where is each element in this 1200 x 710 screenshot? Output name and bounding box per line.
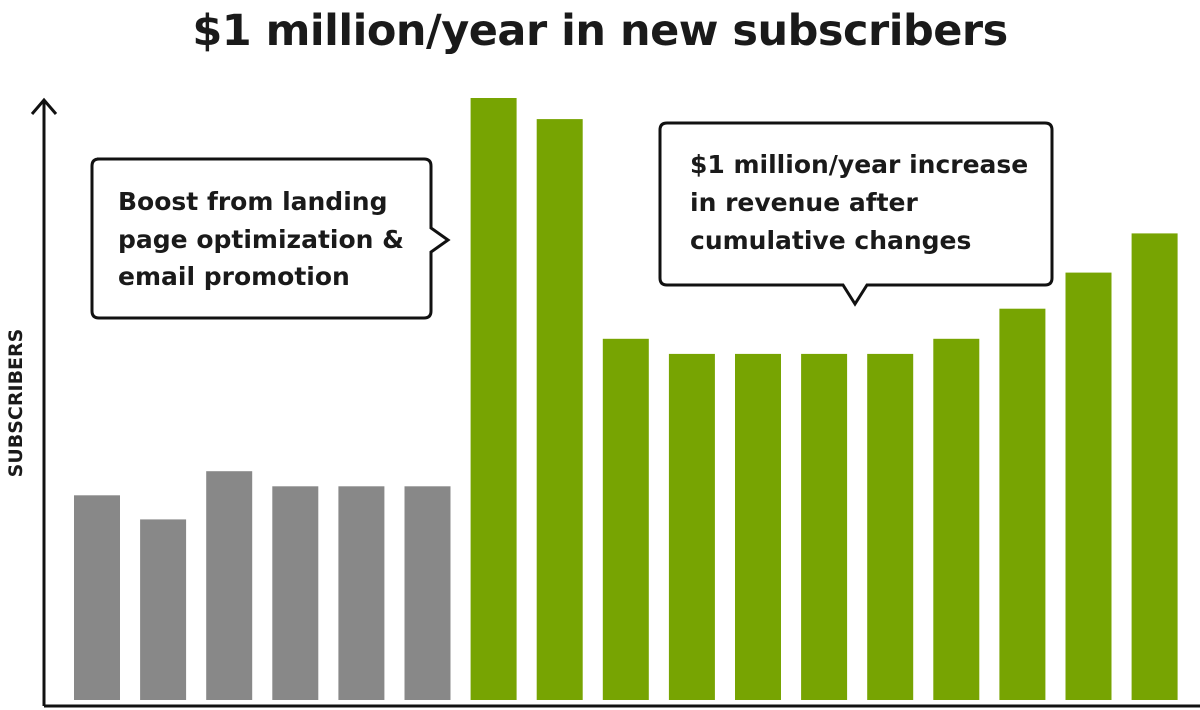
callout-text-line: Boost from landing [118,187,387,216]
callout-text-line: email promotion [118,262,350,291]
callout-box [90,157,451,320]
bar [206,471,253,700]
callout-box [658,121,1054,307]
callout-text-line: in revenue after [690,188,919,217]
bar [867,353,914,700]
bar [74,495,120,700]
bar [470,98,517,700]
bar [735,353,781,700]
bar [801,353,848,700]
callout-text-line: cumulative changes [690,226,971,255]
bar [1065,272,1112,700]
bar [933,338,980,700]
bar [602,338,649,700]
bars-group [74,98,1178,701]
callout-text-line: $1 million/year increase [690,150,1028,179]
bar [272,486,319,700]
chart-title: $1 million/year in new subscribers [192,6,1008,56]
axes [30,97,1200,708]
bar [338,486,385,700]
bar [404,486,451,700]
bar [536,119,583,701]
bar [668,353,715,700]
y-axis-label: SUBSCRIBERS [5,329,27,478]
callout-landing-page: Boost from landing page optimization & e… [90,157,451,320]
bar [1131,233,1178,700]
bar [140,519,187,700]
y-axis-arrow [30,97,58,115]
bar [999,308,1046,700]
callout-revenue-increase: $1 million/year increase in revenue afte… [658,121,1054,307]
callout-text-line: page optimization & [118,225,404,254]
